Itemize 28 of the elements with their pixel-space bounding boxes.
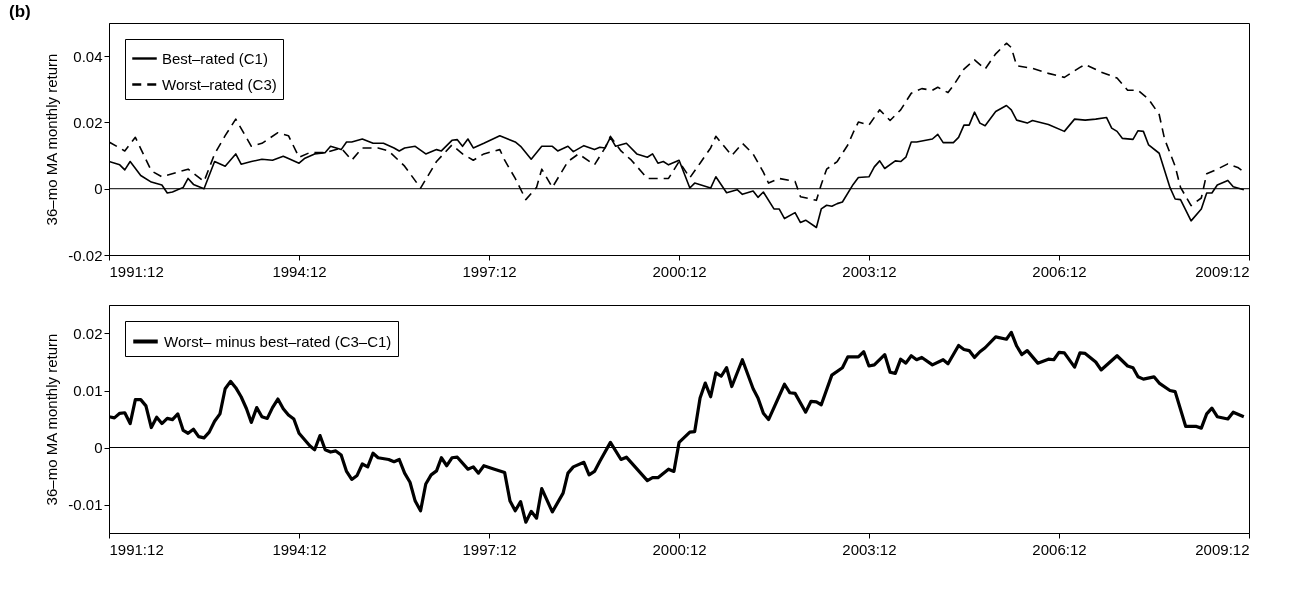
y-tick-label: 0: [94, 439, 103, 456]
x-tick-label: 2000:12: [652, 540, 707, 558]
x-tick-label: 2009:12: [1195, 262, 1250, 280]
x-tick-label: 2009:12: [1195, 540, 1250, 558]
y-tick-label: -0.02: [68, 246, 103, 264]
x-tick-label: 2003:12: [842, 540, 897, 558]
y-tick-label: 0.02: [73, 113, 103, 131]
legend-label: Worst–rated (C3): [162, 75, 277, 93]
x-tick-label: 1991:12: [109, 540, 164, 558]
y-axis-title: 36–mo MA monthly return: [43, 53, 61, 226]
chart-title: (b): [9, 2, 31, 21]
x-tick-label: 2006:12: [1032, 262, 1087, 280]
y-tick-label: 0.01: [73, 382, 103, 399]
x-tick-label: 1997:12: [462, 540, 517, 558]
y-tick-label: -0.01: [68, 496, 103, 513]
x-tick-label: 1994:12: [272, 540, 327, 558]
y-axis-title: 36–mo MA monthly return: [43, 333, 61, 506]
legend-label: Worst– minus best–rated (C3–C1): [164, 332, 392, 350]
y-tick-label: 0: [94, 180, 103, 198]
x-tick-label: 1991:12: [109, 262, 164, 280]
x-tick-label: 2000:12: [652, 262, 707, 280]
x-tick-label: 2003:12: [842, 262, 897, 280]
x-tick-label: 1994:12: [272, 262, 327, 280]
y-tick-label: 0.02: [73, 325, 103, 342]
legend-label: Best–rated (C1): [162, 49, 268, 67]
x-tick-label: 1997:12: [462, 262, 517, 280]
y-tick-label: 0.04: [73, 47, 103, 65]
x-tick-label: 2006:12: [1032, 540, 1087, 558]
